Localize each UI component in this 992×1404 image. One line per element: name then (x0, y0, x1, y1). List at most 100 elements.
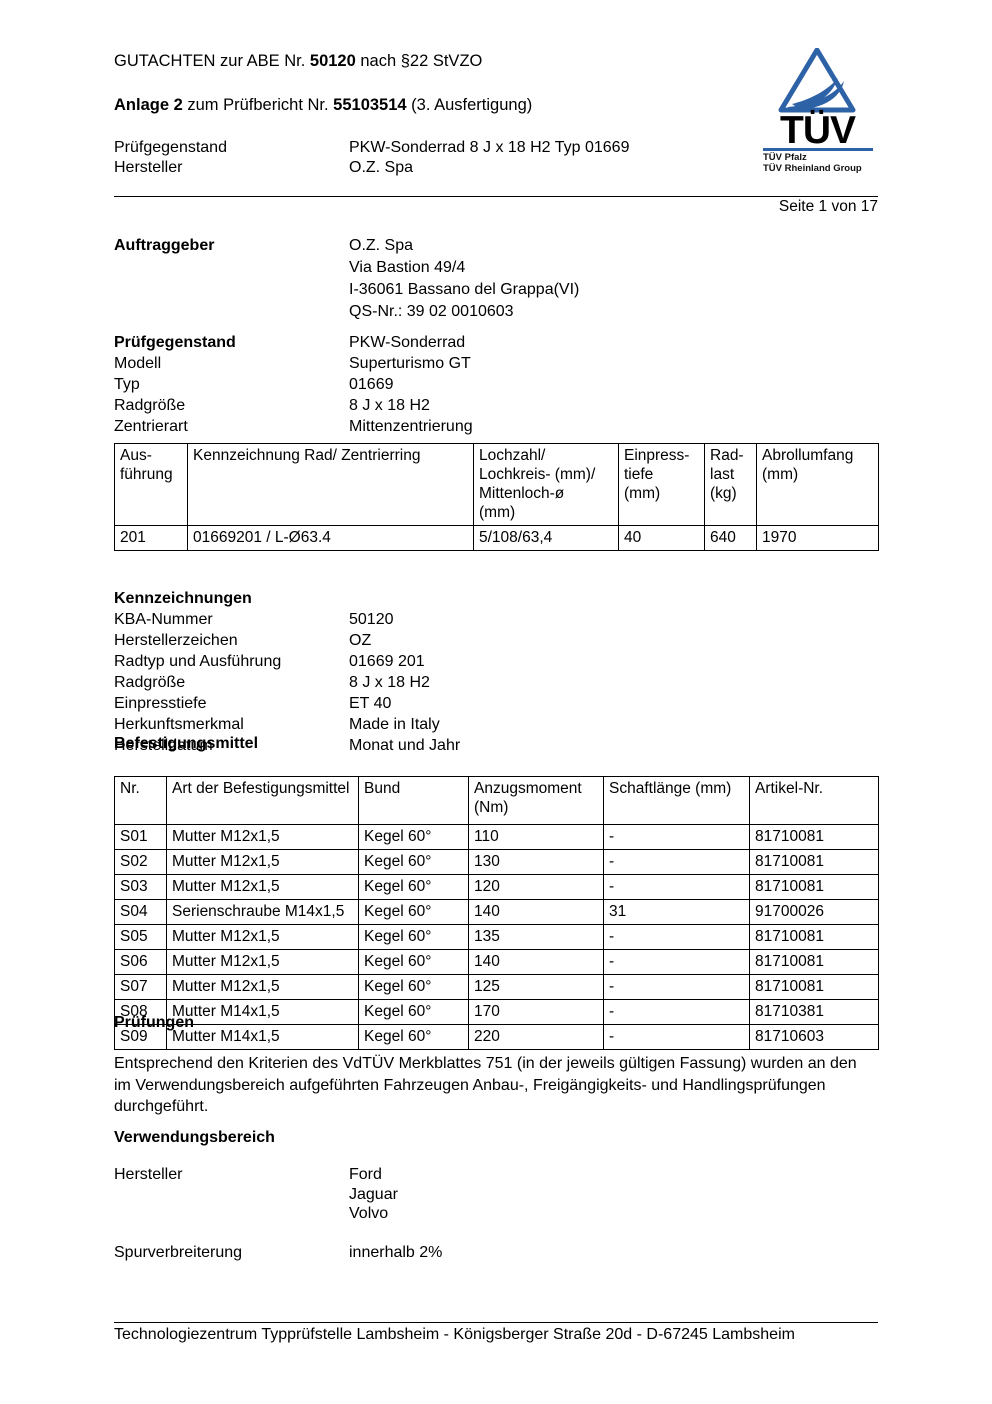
markings-title-row: Kennzeichnungen (114, 588, 460, 609)
wheel-th-lochzahl-l2: Mittenloch-ø (479, 485, 565, 502)
header-object-value: PKW-Sonderrad 8 J x 18 H2 Typ 01669 (349, 139, 630, 156)
wheel-th-radlast-l2: (kg) (710, 485, 737, 502)
markings-block: Kennzeichnungen KBA-Nummer 50120 Herstell… (114, 588, 460, 756)
application-track-row: Spurverbreiterung innerhalb 2% (114, 1243, 442, 1263)
client-row-1: Via Bastion 49/4 (114, 257, 579, 279)
test-object-row-2: Radgröße 8 J x 18 H2 (114, 395, 473, 416)
wheel-th-abrollumfang: Abrollumfang (mm) (756, 443, 879, 526)
fast-cell-schaftlaenge: - (603, 824, 750, 850)
wheel-th-radlast-l0: Rad- (710, 447, 744, 464)
markings-row-5: Herkunftsmerkmal Made in Italy (114, 714, 460, 735)
markings-value-2: 01669 201 (349, 653, 425, 670)
test-object-key-1: Typ (114, 376, 140, 393)
application-maker-2: Volvo (349, 1205, 389, 1222)
logo-subtitle-line1: TÜV Pfalz (763, 152, 807, 163)
fast-cell-nr: S01 (114, 824, 167, 850)
test-object-block: Prüfgegenstand PKW-Sonderrad Modell Supert… (114, 332, 473, 437)
fast-cell-art: Mutter M12x1,5 (166, 824, 359, 850)
fast-cell-bund: Kegel 60° (358, 1024, 469, 1050)
tuv-wordmark: TÜV (780, 109, 856, 152)
client-line-2: I-36061 Bassano del Grappa(VI) (349, 281, 580, 298)
fast-th-anzugsmoment: Anzugsmoment (Nm) (468, 776, 604, 825)
fast-cell-artikelnr: 81710081 (749, 924, 879, 950)
application-maker-row-0: Hersteller Ford (114, 1165, 398, 1185)
fast-cell-artikelnr: 81710603 (749, 1024, 879, 1050)
application-maker-1: Jaguar (349, 1185, 398, 1203)
wheel-th-kennzeichnung-l0: Kennzeichnung Rad/ Zentrierring (193, 447, 421, 464)
header-maker-row: Hersteller O.Z. Spa (114, 158, 629, 178)
wheel-th-lochzahl: Lochzahl/ Lochkreis- (mm)/ Mittenloch-ø … (473, 443, 619, 526)
application-track-block: Spurverbreiterung innerhalb 2% (114, 1243, 442, 1263)
client-line-3: QS-Nr.: 39 02 0010603 (349, 303, 514, 320)
wheel-th-einpresstiefe-l0: Einpress- (624, 447, 690, 464)
client-line-1: Via Bastion 49/4 (349, 259, 466, 276)
fast-cell-bund: Kegel 60° (358, 899, 469, 925)
client-row-3: QS-Nr.: 39 02 0010603 (114, 301, 579, 323)
fast-cell-bund: Kegel 60° (358, 924, 469, 950)
fast-cell-art: Mutter M14x1,5 (166, 1024, 359, 1050)
markings-row-1: Herstellerzeichen OZ (114, 630, 460, 651)
header-object-row: Prüfgegenstand PKW-Sonderrad 8 J x 18 H2 … (114, 138, 629, 158)
markings-key-1: Herstellerzeichen (114, 632, 238, 649)
fast-cell-art: Serienschraube M14x1,5 (166, 899, 359, 925)
test-object-title: Prüfgegenstand (114, 334, 236, 351)
fasteners-title: Befestigungsmittel (114, 735, 259, 752)
fast-th-schaftlaenge-l0: Schaftlänge (mm) (609, 780, 732, 797)
fast-cell-nr: S07 (114, 974, 167, 1000)
fast-cell-artikelnr: 91700026 (749, 899, 879, 925)
application-maker-row-1: Jaguar (114, 1185, 398, 1205)
fast-cell-schaftlaenge: - (603, 999, 750, 1025)
footer-divider (114, 1322, 878, 1323)
fast-cell-bund: Kegel 60° (358, 824, 469, 850)
fast-th-art-l0: Art der Befestigungsmittel (172, 780, 350, 797)
tests-title: Prüfungen (114, 1014, 194, 1031)
application-track-label: Spurverbreiterung (114, 1244, 243, 1261)
test-object-row-3: Zentrierart Mittenzentrierung (114, 416, 473, 437)
logo-subtitle: TÜV Pfalz TÜV Rheinland Group (763, 152, 862, 174)
abe-number: 50120 (309, 52, 356, 70)
markings-row-3: Radgröße 8 J x 18 H2 (114, 672, 460, 693)
fast-cell-nr: S08 (114, 999, 167, 1025)
tuv-logo: TÜV TÜV Pfalz TÜV Rheinland Group (755, 48, 880, 174)
test-object-key-2: Radgröße (114, 397, 186, 414)
wheel-specification-table: Aus- führung Kennzeichnung Rad/ Zentrier… (114, 443, 879, 551)
header-maker-value: O.Z. Spa (349, 159, 414, 176)
client-row-2: I-36061 Bassano del Grappa(VI) (114, 279, 579, 301)
table-row: S05 Mutter M12x1,5 Kegel 60° 135 - 81710… (114, 924, 879, 950)
fast-cell-art: Mutter M12x1,5 (166, 874, 359, 900)
markings-value-4: ET 40 (349, 695, 392, 712)
application-makers-block: Hersteller Ford Jaguar Volvo (114, 1165, 398, 1224)
fast-cell-anzugsmoment: 170 (468, 999, 604, 1025)
table-row: S06 Mutter M12x1,5 Kegel 60° 140 - 81710… (114, 949, 879, 975)
fast-th-anzugsmoment-l1: (Nm) (474, 799, 509, 816)
fast-cell-artikelnr: 81710381 (749, 999, 879, 1025)
logo-divider (763, 148, 873, 151)
application-title: Verwendungsbereich (114, 1129, 275, 1146)
fast-cell-nr: S05 (114, 924, 167, 950)
logo-subtitle-line2: TÜV Rheinland Group (763, 163, 862, 174)
fast-cell-art: Mutter M12x1,5 (166, 849, 359, 875)
header-divider (114, 196, 878, 197)
fast-cell-art: Mutter M12x1,5 (166, 949, 359, 975)
application-maker-label: Hersteller (114, 1166, 183, 1183)
tuv-triangle-swoosh-icon (778, 48, 856, 113)
fast-cell-bund: Kegel 60° (358, 949, 469, 975)
fast-cell-artikelnr: 81710081 (749, 874, 879, 900)
client-title: Auftraggeber (114, 237, 215, 254)
fast-cell-bund: Kegel 60° (358, 974, 469, 1000)
fast-cell-anzugsmoment: 220 (468, 1024, 604, 1050)
annex-suffix: (3. Ausfertigung) (406, 96, 533, 114)
fast-cell-nr: S02 (114, 849, 167, 875)
client-row-0: Auftraggeber O.Z. Spa (114, 235, 579, 257)
test-object-key-0: Modell (114, 355, 162, 372)
fast-cell-anzugsmoment: 135 (468, 924, 604, 950)
fast-cell-artikelnr: 81710081 (749, 849, 879, 875)
page-number: Seite 1 von 17 (778, 198, 878, 215)
fast-th-artikelnr-l0: Artikel-Nr. (755, 780, 824, 797)
fast-cell-nr: S04 (114, 899, 167, 925)
wheel-cell-radlast: 640 (704, 525, 757, 551)
test-object-value-1: 01669 (349, 376, 394, 393)
wheel-th-lochzahl-l0: Lochzahl/ (479, 447, 546, 464)
header-object-label: Prüfgegenstand (114, 139, 227, 156)
test-object-key-3: Zentrierart (114, 418, 188, 435)
